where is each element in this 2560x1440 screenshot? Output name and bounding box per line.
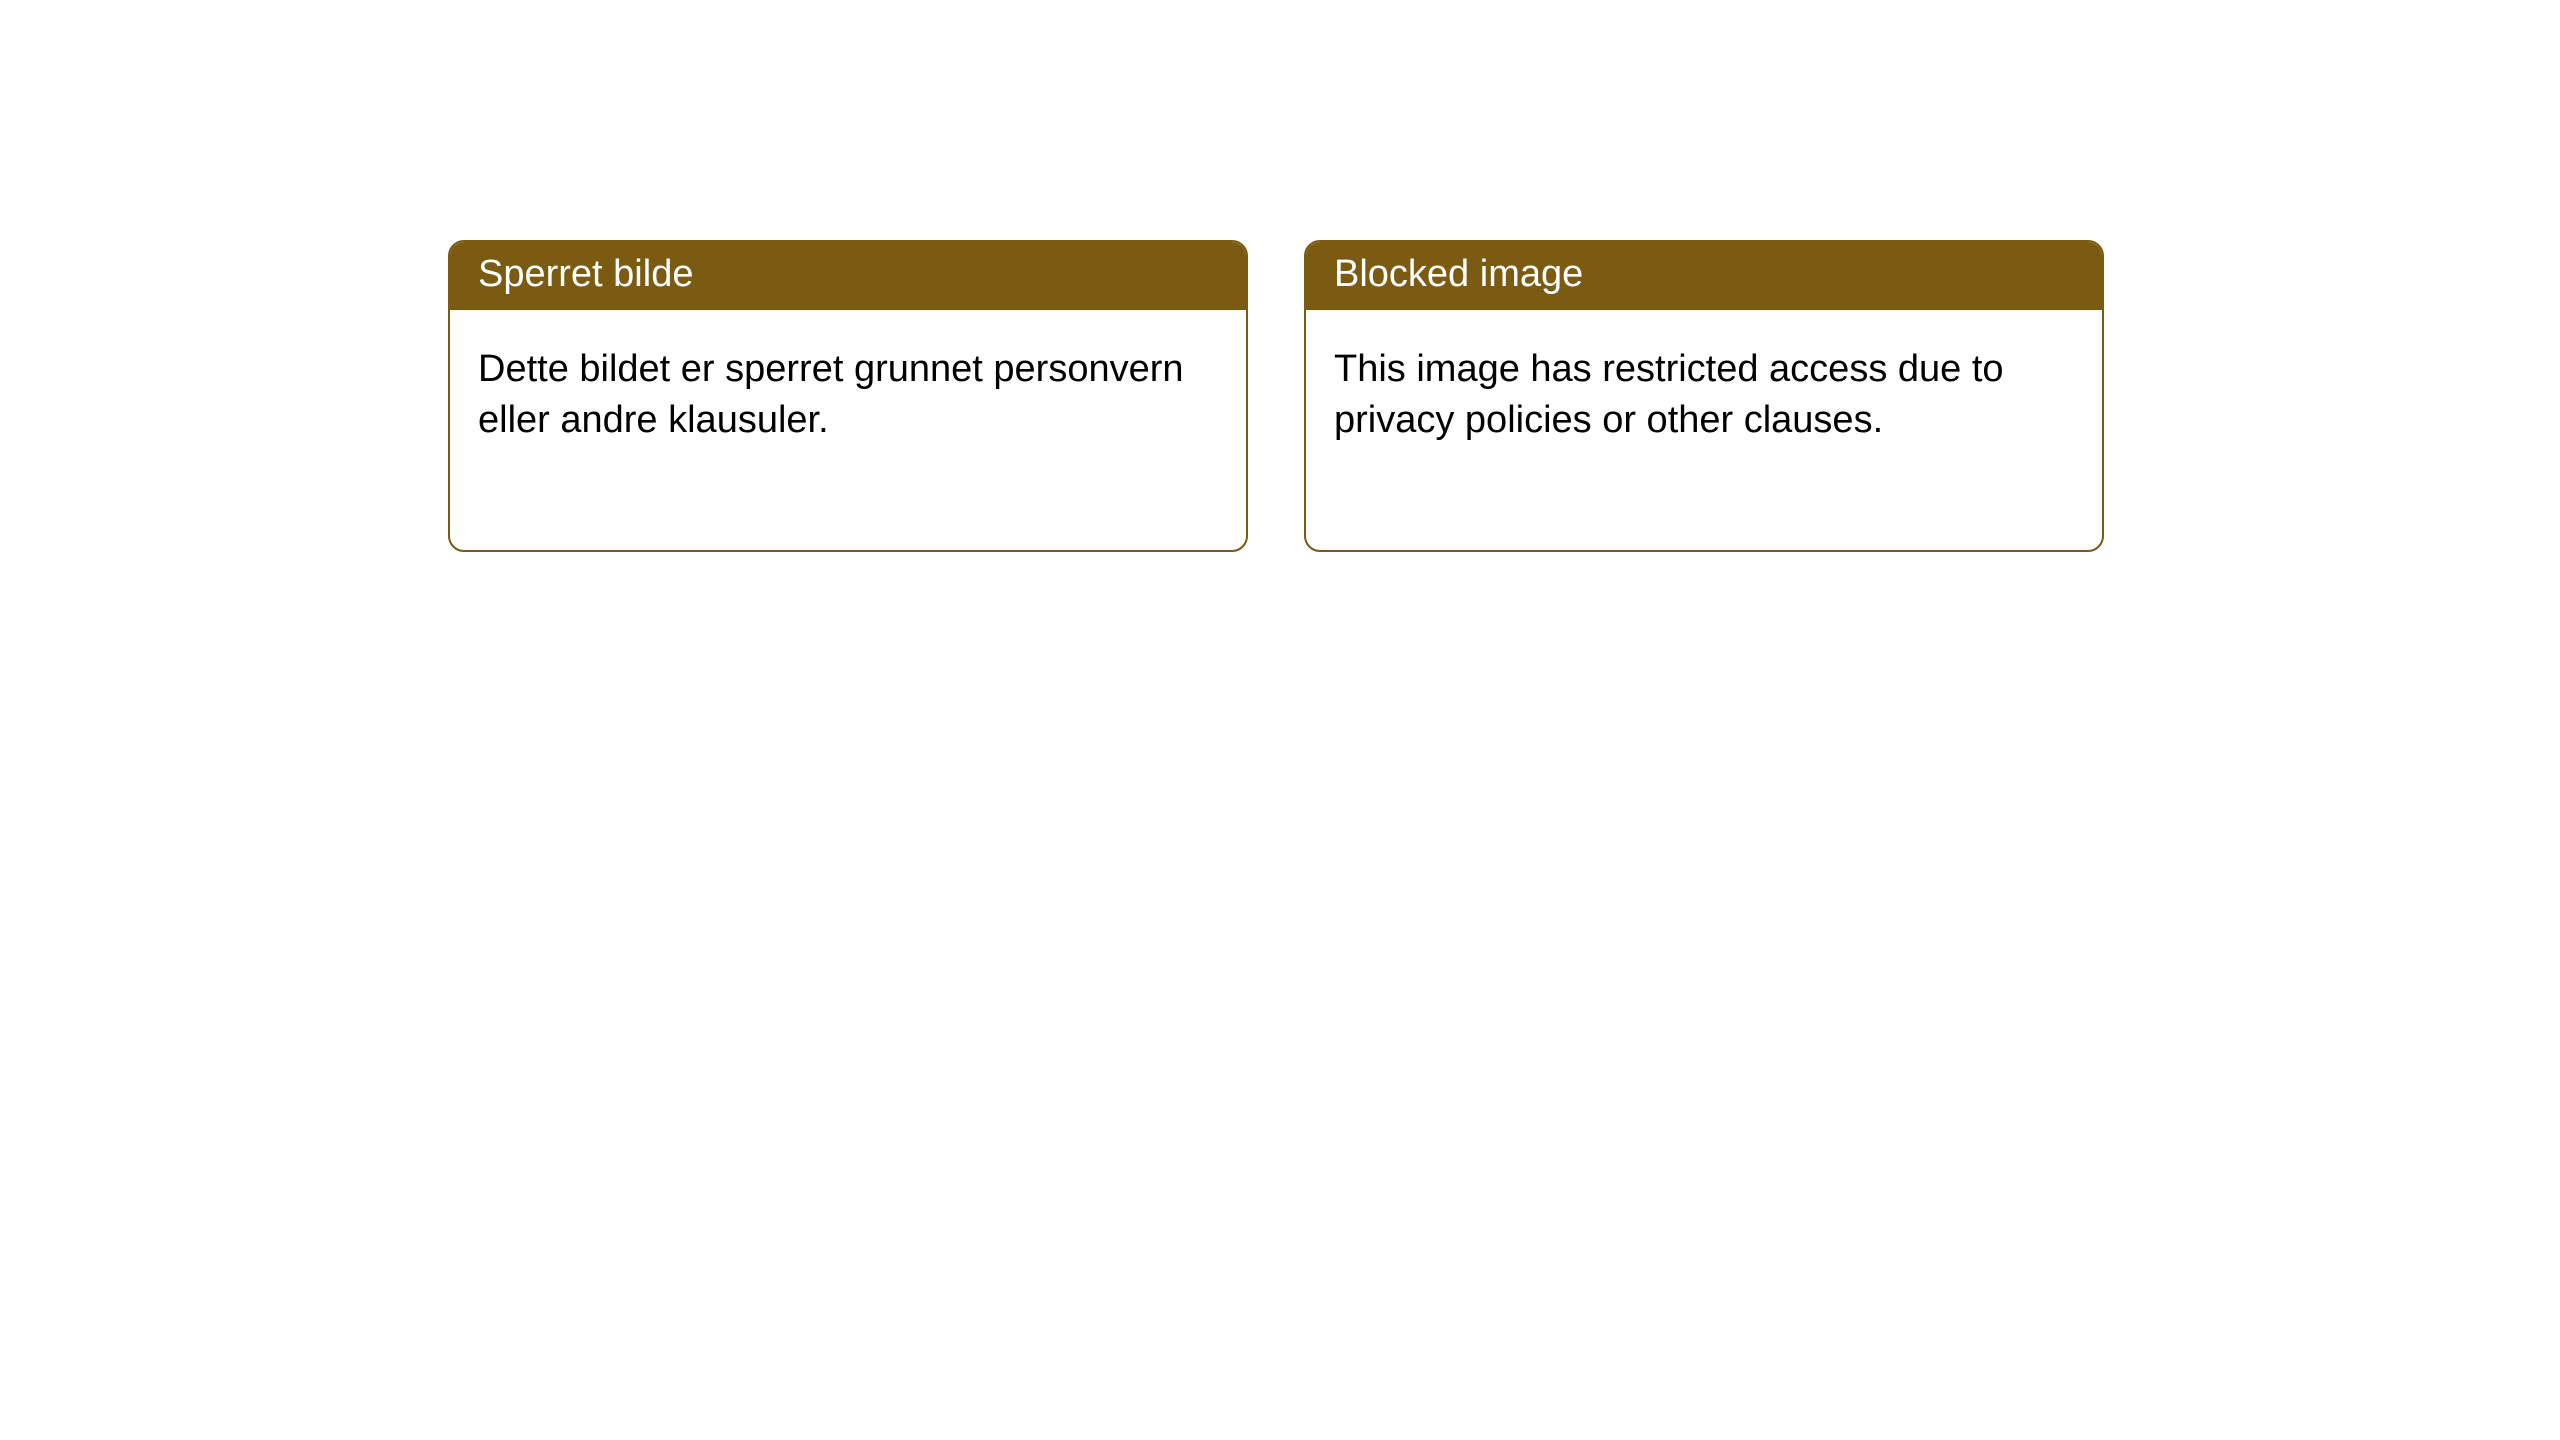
- blocked-image-cards: Sperret bilde Dette bildet er sperret gr…: [448, 240, 2560, 552]
- card-english: Blocked image This image has restricted …: [1304, 240, 2104, 552]
- card-norwegian: Sperret bilde Dette bildet er sperret gr…: [448, 240, 1248, 552]
- card-title-norwegian: Sperret bilde: [450, 242, 1246, 310]
- card-body-norwegian: Dette bildet er sperret grunnet personve…: [450, 310, 1246, 550]
- card-title-english: Blocked image: [1306, 242, 2102, 310]
- card-body-english: This image has restricted access due to …: [1306, 310, 2102, 550]
